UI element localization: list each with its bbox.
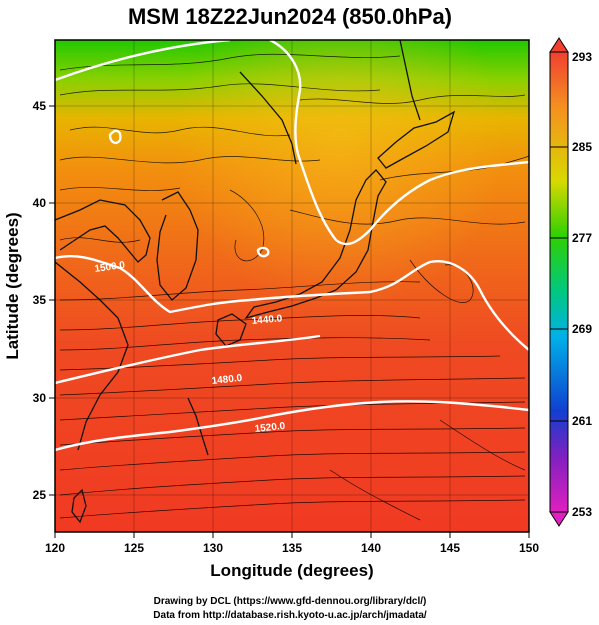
colorbar-top-triangle: [549, 37, 569, 53]
low-center-loop: [256, 246, 270, 258]
x-tick-label: 125: [124, 541, 144, 555]
streamlines: [59, 53, 529, 521]
y-axis: 25 30 35 40 45 Latitude (degrees): [3, 99, 55, 502]
korea-peninsula: [156, 191, 199, 301]
contour-1500: [55, 254, 529, 351]
contour-1520: [55, 400, 529, 452]
y-tick-label: 25: [33, 488, 47, 502]
asian-coastline: [55, 199, 151, 263]
cool-contour-loop: [108, 129, 122, 145]
contour-label-1500: 1500.0: [94, 260, 126, 275]
colorbar-bottom-triangle: [549, 511, 569, 527]
x-tick-label: 150: [519, 541, 539, 555]
china-coast: [55, 261, 129, 451]
colorbar: 293 285 277 269 261 253: [549, 37, 592, 527]
map-plot-area: 1500.0 1440.0 1480.0 1520.0: [55, 40, 529, 532]
credit-data: Data from http://database.rish.kyoto-u.a…: [153, 610, 427, 621]
colorbar-tick-label: 253: [572, 505, 592, 519]
y-axis-label: Latitude (degrees): [3, 212, 22, 359]
x-axis-label: Longitude (degrees): [210, 561, 373, 580]
contour-1480: [55, 334, 321, 385]
y-tick-label: 40: [33, 196, 47, 210]
x-tick-label: 130: [203, 541, 223, 555]
x-tick-label: 120: [45, 541, 65, 555]
japan-honshu: [244, 169, 387, 320]
grid-lines: [55, 40, 529, 532]
colorbar-scale: [549, 51, 569, 513]
ryukyu-islands: [187, 397, 209, 456]
land-masses: [55, 40, 456, 524]
x-axis: 120 125 130 135 140 145 150 Longitude (d…: [45, 532, 539, 580]
y-tick-label: 35: [33, 293, 47, 307]
japan-hokkaido: [377, 110, 456, 169]
contour-1500-north: [55, 40, 529, 246]
y-tick-label: 45: [33, 99, 47, 113]
contour-label-1520: 1520.0: [254, 421, 286, 435]
contour-label-1480: 1480.0: [211, 373, 243, 387]
colorbar-tick-label: 269: [572, 322, 592, 336]
x-tick-label: 135: [282, 541, 302, 555]
x-tick-label: 140: [361, 541, 381, 555]
contour-labels: 1500.0 1440.0 1480.0 1520.0: [94, 260, 286, 435]
colorbar-tick-label: 277: [572, 231, 592, 245]
colorbar-tick-label: 293: [572, 50, 592, 64]
geopotential-contours: [55, 40, 529, 452]
contour-label-1440: 1440.0: [251, 313, 283, 327]
colorbar-tick-label: 285: [572, 140, 592, 154]
x-tick-label: 145: [440, 541, 460, 555]
russia-coast: [239, 71, 297, 165]
colorbar-tick-label: 261: [572, 414, 592, 428]
sakhalin-coast: [399, 40, 421, 121]
credit-drawing: Drawing by DCL (https://www.gfd-dennou.o…: [154, 596, 427, 607]
chart-title: MSM 18Z22Jun2024 (850.0hPa): [128, 4, 452, 29]
taiwan-island: [71, 488, 87, 524]
y-tick-label: 30: [33, 391, 47, 405]
